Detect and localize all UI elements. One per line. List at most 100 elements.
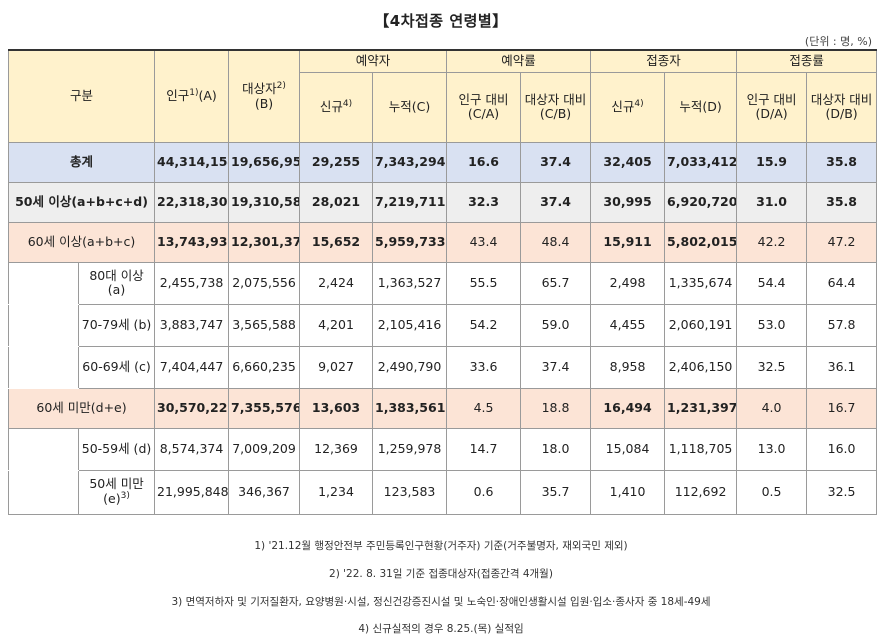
cell-target: 7,355,576	[228, 387, 301, 429]
cell-vac-target-rate: 36.1	[806, 345, 878, 389]
cell-vac-cum: 1,118,705	[664, 427, 738, 471]
header-vaccinated: 접종자	[590, 49, 738, 73]
cell-res-target-rate: 59.0	[520, 303, 592, 347]
footnote-1: 1) '21.12월 행정안전부 주민등록인구현황(거주자) 기준(거주불명자,…	[254, 540, 628, 552]
indent-spacer	[8, 345, 79, 389]
cell-population: 44,314,154	[154, 141, 230, 183]
cell-res-new: 1,234	[299, 469, 374, 515]
cell-vac-target-rate: 35.8	[806, 141, 878, 183]
header-reservation-rate: 예약률	[446, 49, 592, 73]
cell-res-pop-rate: 32.3	[446, 181, 522, 223]
cell-res-target-rate: 18.0	[520, 427, 592, 471]
cell-res-cum: 1,259,978	[372, 427, 448, 471]
cell-target: 346,367	[228, 469, 301, 515]
cell-res-new: 13,603	[299, 387, 374, 429]
row-label: 60세 미만(d+e)	[7, 387, 156, 429]
row-label: 60세 이상(a+b+c)	[7, 221, 156, 263]
cell-res-target-rate: 18.8	[520, 387, 592, 429]
cell-res-pop-rate: 4.5	[446, 387, 522, 429]
cell-res-new: 28,021	[299, 181, 374, 223]
cell-vac-pop-rate: 31.0	[736, 181, 808, 223]
cell-vac-cum: 1,335,674	[664, 261, 738, 305]
cell-vac-cum: 2,406,150	[664, 345, 738, 389]
page-title: 【4차접종 연령별】	[374, 12, 508, 30]
cell-population: 30,570,222	[154, 387, 230, 429]
footnote-3: 3) 면역저하자 및 기저질환자, 요양병원·시설, 정신건강증진시설 및 노숙…	[171, 596, 711, 608]
header-vac-cum: 누적(D)	[664, 71, 738, 143]
cell-res-pop-rate: 16.6	[446, 141, 522, 183]
cell-target: 6,660,235	[228, 345, 301, 389]
cell-res-new: 15,652	[299, 221, 374, 263]
cell-res-cum: 5,959,733	[372, 221, 448, 263]
cell-population: 21,995,848	[154, 469, 230, 515]
cell-population: 22,318,306	[154, 181, 230, 223]
cell-vac-pop-rate: 4.0	[736, 387, 808, 429]
table-row-over50: 50세 이상(a+b+c+d) 22,318,306 19,310,588 28…	[7, 181, 878, 223]
cell-population: 2,455,738	[154, 261, 230, 305]
cell-res-cum: 123,583	[372, 469, 448, 515]
table-row-50s: 50-59세 (d) 8,574,374 7,009,209 12,369 1,…	[8, 427, 878, 471]
cell-res-target-rate: 37.4	[520, 345, 592, 389]
cell-vac-target-rate: 16.7	[806, 387, 878, 429]
row-label: 60-69세 (c)	[77, 345, 156, 389]
footnote-4: 4) 신규실적의 경우 8.25.(목) 실적임	[358, 623, 524, 635]
cell-vac-new: 4,455	[590, 303, 666, 347]
indent-spacer	[8, 427, 79, 471]
cell-vac-cum: 6,920,720	[664, 181, 738, 223]
cell-res-pop-rate: 43.4	[446, 221, 522, 263]
cell-vac-pop-rate: 32.5	[736, 345, 808, 389]
header-vac-new: 신규4)	[590, 71, 666, 143]
cell-population: 13,743,932	[154, 221, 230, 263]
cell-vac-cum: 112,692	[664, 469, 738, 515]
cell-vac-target-rate: 47.2	[806, 221, 878, 263]
header-reservation: 예약자	[299, 49, 448, 73]
row-label: 80대 이상 (a)	[77, 261, 156, 305]
cell-res-pop-rate: 54.2	[446, 303, 522, 347]
table-row-under60: 60세 미만(d+e) 30,570,222 7,355,576 13,603 …	[7, 387, 878, 429]
cell-vac-pop-rate: 54.4	[736, 261, 808, 305]
cell-res-pop-rate: 33.6	[446, 345, 522, 389]
cell-res-new: 12,369	[299, 427, 374, 471]
row-label: 50세 미만 (e)3)	[77, 469, 156, 515]
cell-vac-new: 15,911	[590, 221, 666, 263]
cell-vac-new: 30,995	[590, 181, 666, 223]
cell-vac-pop-rate: 15.9	[736, 141, 808, 183]
cell-vac-pop-rate: 13.0	[736, 427, 808, 471]
cell-res-target-rate: 37.4	[520, 181, 592, 223]
indent-spacer	[8, 469, 79, 515]
table-row-80plus: 80대 이상 (a) 2,455,738 2,075,556 2,424 1,3…	[8, 261, 878, 305]
cell-res-cum: 2,490,790	[372, 345, 448, 389]
cell-res-new: 4,201	[299, 303, 374, 347]
header-res-pop-ratio: 인구 대비 (C/A)	[446, 71, 522, 143]
row-label: 50-59세 (d)	[77, 427, 156, 471]
header-res-new: 신규4)	[299, 71, 374, 143]
cell-res-pop-rate: 55.5	[446, 261, 522, 305]
cell-res-target-rate: 65.7	[520, 261, 592, 305]
header-population: 인구1)(A)	[154, 49, 230, 143]
header-category: 구분	[7, 49, 156, 143]
indent-spacer	[8, 261, 79, 305]
header-vac-pop-ratio: 인구 대비 (D/A)	[736, 71, 808, 143]
cell-target: 2,075,556	[228, 261, 301, 305]
cell-vac-cum: 7,033,412	[664, 141, 738, 183]
table-row-over60: 60세 이상(a+b+c) 13,743,932 12,301,379 15,6…	[7, 221, 878, 263]
header-target: 대상자2) (B)	[228, 49, 301, 143]
cell-vac-pop-rate: 53.0	[736, 303, 808, 347]
row-label: 50세 이상(a+b+c+d)	[7, 181, 156, 223]
row-label: 총계	[7, 141, 156, 183]
cell-target: 19,310,588	[228, 181, 301, 223]
cell-vac-new: 8,958	[590, 345, 666, 389]
cell-target: 7,009,209	[228, 427, 301, 471]
cell-res-new: 2,424	[299, 261, 374, 305]
cell-population: 7,404,447	[154, 345, 230, 389]
cell-res-cum: 2,105,416	[372, 303, 448, 347]
cell-vac-new: 1,410	[590, 469, 666, 515]
cell-vac-target-rate: 32.5	[806, 469, 878, 515]
cell-vac-new: 16,494	[590, 387, 666, 429]
cell-target: 3,565,588	[228, 303, 301, 347]
unit-label: (단위 : 명, %)	[804, 35, 872, 48]
table-row-60s: 60-69세 (c) 7,404,447 6,660,235 9,027 2,4…	[8, 345, 878, 389]
cell-res-new: 29,255	[299, 141, 374, 183]
cell-vac-target-rate: 64.4	[806, 261, 878, 305]
